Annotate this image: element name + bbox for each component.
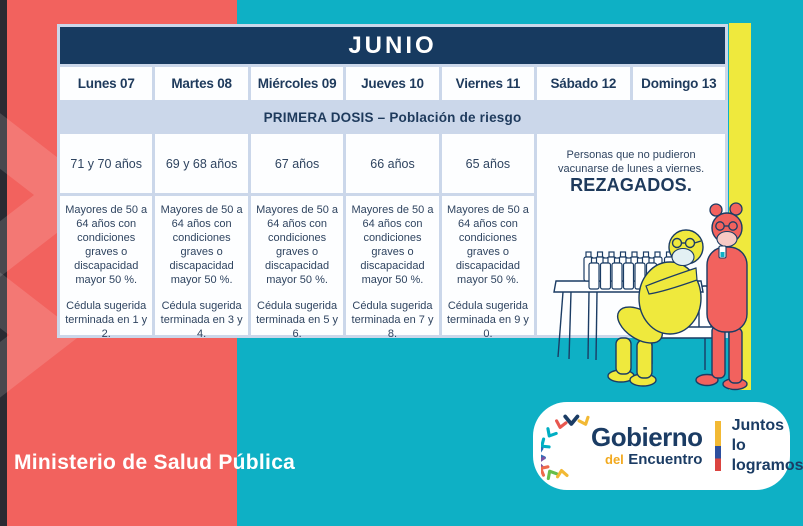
age-cell: 71 y 70 años (60, 134, 153, 193)
condition-text: Mayores de 50 a 64 años con condiciones … (160, 204, 243, 286)
vaccination-illustration (553, 202, 748, 391)
slogan-line1: Juntos (731, 417, 785, 434)
month-title: JUNIO (60, 27, 725, 64)
logo-slogan: Juntos lo logramos (732, 416, 803, 476)
cedula-text: Cédula sugerida terminada en 9 y 0. (446, 300, 529, 340)
glasses (715, 221, 738, 231)
condition-text: Mayores de 50 a 64 años con condiciones … (351, 204, 434, 286)
rezagados-line2: vacunarse de lunes a viernes. (557, 163, 705, 175)
dose-band-label: PRIMERA DOSIS – Población de riesgo (263, 109, 522, 125)
day-header-domingo: Domingo 13 (632, 67, 725, 100)
days-header-row: Lunes 07 Martes 08 Miércoles 09 Jueves 1… (60, 67, 725, 100)
age-cell: 67 años (250, 134, 344, 193)
face-mask (716, 230, 738, 248)
cedula-text: Cédula sugerida terminada en 3 y 4. (160, 300, 243, 340)
day-header-sabado: Sábado 12 (537, 67, 630, 100)
slogan-line2: lo logramos (731, 437, 803, 474)
day-header-miercoles: Miércoles 09 (250, 67, 344, 100)
government-logo-card: Gobierno del Encuentro Juntos lo logramo… (533, 402, 803, 490)
glasses (671, 237, 702, 249)
ministry-name: Ministerio de Salud Pública (14, 451, 296, 474)
day-header-martes: Martes 08 (155, 67, 248, 100)
age-cell: 65 años (441, 134, 535, 193)
condition-cell: Mayores de 50 a 64 años con condiciones … (346, 196, 439, 340)
cedula-text: Cédula sugerida terminada en 7 y 8. (351, 300, 434, 340)
cedula-text: Cédula sugerida terminada en 1 y 2. (65, 300, 148, 340)
day-header-viernes: Viernes 11 (441, 67, 535, 100)
schedule-grid: 71 y 70 años 69 y 68 años 67 años 66 año… (60, 134, 725, 340)
condition-text: Mayores de 50 a 64 años con condiciones … (65, 204, 148, 286)
condition-text: Mayores de 50 a 64 años con condiciones … (446, 204, 529, 286)
rezagados-emphasis: REZAGADOS. (570, 175, 693, 195)
day-header-jueves: Jueves 10 (346, 67, 439, 100)
rezagados-line1: Personas que no pudieron (566, 149, 696, 161)
condition-cell: Mayores de 50 a 64 años con condiciones … (60, 196, 153, 340)
condition-cell: Mayores de 50 a 64 años con condiciones … (441, 196, 535, 340)
day-header-lunes: Lunes 07 (60, 67, 153, 100)
standing-person-red (695, 202, 748, 391)
logo-wordmark: Gobierno del Encuentro (591, 424, 703, 468)
age-cell: 66 años (346, 134, 439, 193)
condition-cell: Mayores de 50 a 64 años con condiciones … (250, 196, 344, 340)
face-mask (671, 247, 695, 267)
condition-text: Mayores de 50 a 64 años con condiciones … (256, 204, 339, 286)
age-cell: 69 y 68 años (155, 134, 248, 193)
ecuador-flag-bar (714, 421, 721, 471)
condition-cell: Mayores de 50 a 64 años con condiciones … (155, 196, 248, 340)
left-edge-strip (0, 0, 7, 526)
logo-gobierno: Gobierno (591, 422, 703, 452)
seated-person-yellow (607, 229, 704, 387)
logo-burst-icon (541, 414, 590, 481)
cedula-text: Cédula sugerida terminada en 5 y 6. (256, 300, 339, 340)
logo-encuentro: Encuentro (628, 451, 703, 468)
logo-del: del (605, 452, 624, 467)
schedule-card: JUNIO Lunes 07 Martes 08 Miércoles 09 Ju… (57, 24, 728, 340)
